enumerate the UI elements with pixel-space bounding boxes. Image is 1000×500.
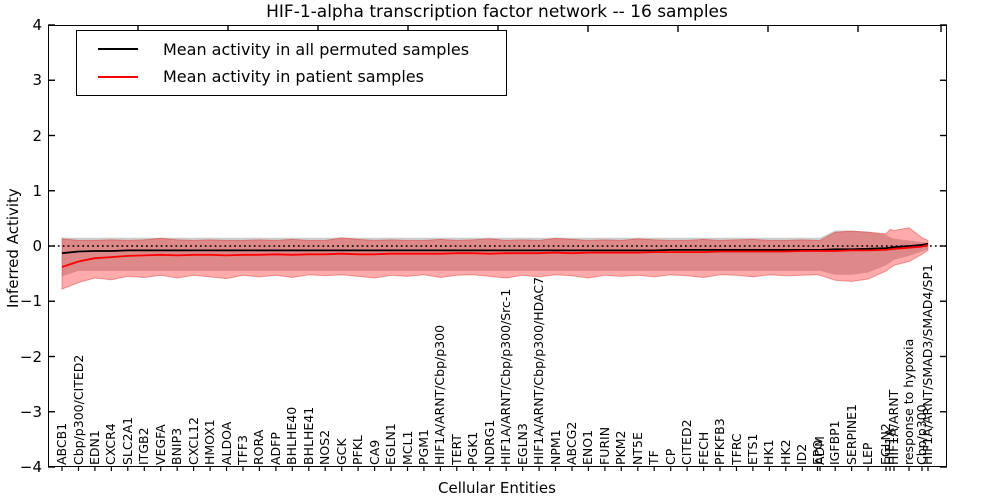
x-tick-label: CP [662,448,678,465]
y-tick-label: 2 [32,126,42,145]
permuted-mean-line [61,242,929,255]
x-tick-label: PGM1 [415,429,431,465]
x-tick-label: VEGFA [152,424,168,465]
x-tick-label: HK2 [777,439,793,465]
x-tick-label: RORA [251,429,267,465]
x-tick-label: PGK1 [465,431,481,465]
y-tick-label: −3 [19,402,42,421]
x-tick-label: ALDOA [218,421,234,465]
legend: Mean activity in all permuted samples Me… [76,30,507,96]
x-tick-label: NOS2 [317,429,333,465]
y-tick-label: −4 [19,458,42,476]
x-tick-label: SERPINE1 [843,404,859,465]
x-tick-label: EDN1 [86,430,102,465]
x-tick-label: ABCB1 [54,422,69,465]
x-tick-label: ID2 [794,443,810,465]
y-tick-label: 0 [32,237,42,255]
x-tick-label: NDRG1 [481,419,497,465]
x-tick-label: ADFP [267,432,283,465]
x-tick-label: PKM2 [613,430,629,465]
y-tick-label: 4 [32,16,42,34]
x-tick-label: HIF1A/ARNT/Cbp/p300/Src-1 [498,288,514,465]
patient-mean-line [61,244,929,268]
x-tick-label: CXCL12 [185,417,201,465]
x-tick-label: BNIP3 [169,427,185,465]
legend-row-permuted: Mean activity in all permuted samples [77,40,506,59]
x-tick-label: HK1 [761,439,777,465]
x-tick-label: BHLHE41 [300,406,316,465]
x-tick-label: PFKFB3 [712,418,727,465]
x-tick-label: Cbp/p300/CITED2 [70,354,86,465]
x-tick-label: FURIN [596,426,612,465]
y-tick-label: 1 [32,181,42,200]
plot-area [48,25,947,467]
legend-row-patient: Mean activity in patient samples [77,67,506,86]
x-tick-label: EGLN3 [514,423,530,465]
x-tick-label: CA9 [366,439,382,465]
legend-line-patient-icon [98,75,138,78]
y-axis-label: Inferred Activity [4,188,22,308]
patient-band [61,227,929,290]
x-tick-label: ETS1 [744,433,760,465]
x-tick-label: BHLHE40 [284,406,300,465]
x-tick-label: LEP [860,442,876,465]
legend-label-patient: Mean activity in patient samples [163,67,424,87]
x-tick-label: GCK [333,438,349,465]
x-tick-label: HIF1A/ARNT/SMAD3/SMAD4/SP1 [920,264,935,465]
x-tick-label: MCL1 [399,430,415,465]
x-tick-label: ITGB2 [136,427,152,465]
x-tick-label: SLC2A1 [119,416,135,465]
x-tick-label: EGLN1 [383,423,398,465]
x-tick-label: HIF1A/ARNT/Cbp/p300 [432,324,448,465]
x-tick-label: IGFBP1 [827,420,843,465]
x-tick-label: TFRC [728,433,744,465]
x-tick-label: ABCG2 [564,421,579,465]
legend-label-permuted: Mean activity in all permuted samples [163,39,470,59]
x-tick-label: TERT [448,434,464,465]
x-tick-label: ENO1 [580,429,596,465]
y-tick-label: −1 [19,292,42,311]
x-tick-label: CITED2 [679,419,695,465]
plot-svg [48,24,947,471]
x-tick-label: TF [646,450,662,465]
x-tick-label: FECH [695,431,711,465]
x-axis-label: Cellular Entities [438,479,556,497]
y-tick-label: 3 [32,71,42,90]
x-tick-label: TFF3 [235,435,250,465]
x-tick-label: HIF1A/ARNT/Cbp/p300/HDAC7 [531,276,547,465]
chart-title: HIF-1-alpha transcription factor network… [266,2,728,22]
x-tick-label: PFKL [350,435,366,465]
x-tick-label: HIF1A/ARNT [886,389,901,465]
legend-line-permuted-icon [98,48,138,51]
y-tick-label: −2 [19,347,42,366]
x-tick-label: CXCR4 [103,423,119,465]
x-tick-label: NPM1 [547,429,563,465]
x-tick-label: NT5E [629,432,645,465]
x-tick-label: ADM [812,436,827,465]
x-tick-label: HMOX1 [202,419,218,465]
